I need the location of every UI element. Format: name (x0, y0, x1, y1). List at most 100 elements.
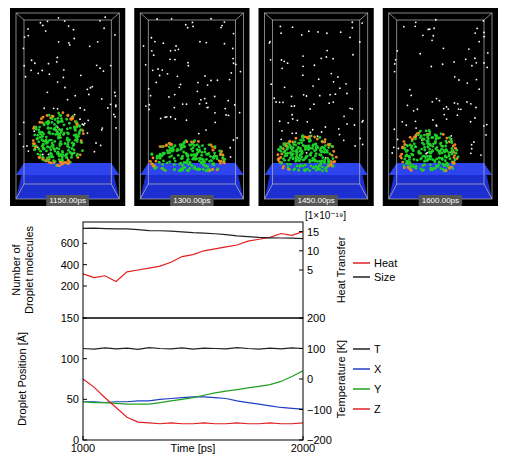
droplet-molecule (210, 160, 213, 163)
vapor-molecule (359, 137, 361, 139)
droplet-molecule (80, 129, 83, 132)
droplet-molecule (42, 156, 45, 159)
legend-swatch (353, 348, 370, 350)
droplet-molecule (38, 126, 41, 129)
droplet-molecule (308, 135, 311, 138)
vapor-molecule (162, 42, 164, 44)
droplet-molecule (422, 137, 425, 140)
droplet-molecule (302, 159, 305, 162)
droplet-molecule (38, 156, 41, 159)
droplet-molecule (436, 149, 439, 152)
vapor-molecule (234, 104, 236, 106)
vapor-molecule (230, 156, 232, 158)
droplet-molecule (287, 159, 290, 162)
vapor-molecule (182, 103, 184, 105)
droplet-molecule (302, 164, 305, 167)
vapor-molecule (56, 61, 58, 63)
box-edge (140, 13, 148, 20)
vapor-molecule (282, 101, 284, 103)
vapor-molecule (351, 27, 353, 29)
droplet-molecule (444, 159, 447, 162)
vapor-molecule (114, 92, 116, 94)
droplet-molecule (278, 160, 281, 163)
vapor-molecule (284, 86, 286, 88)
droplet-molecule (42, 133, 45, 136)
snapshot-bg (383, 8, 498, 206)
droplet-molecule (67, 140, 70, 143)
droplet-molecule (180, 143, 183, 146)
vapor-molecule (87, 119, 89, 121)
droplet-molecule (73, 148, 76, 151)
vapor-molecule (333, 81, 335, 83)
droplet-molecule (46, 141, 49, 144)
vapor-molecule (483, 32, 485, 34)
vapor-molecule (204, 75, 206, 77)
droplet-molecule (289, 146, 292, 149)
vapor-molecule (275, 101, 277, 103)
vapor-molecule (414, 25, 416, 27)
droplet-molecule (190, 164, 193, 167)
vapor-molecule (280, 138, 282, 140)
droplet-molecule (310, 165, 313, 168)
droplet-molecule (37, 140, 40, 143)
box-edge (140, 184, 148, 199)
droplet-molecule (438, 161, 441, 164)
vapor-molecule (206, 102, 208, 104)
droplet-molecule (403, 165, 406, 168)
vapor-molecule (107, 107, 109, 109)
vapor-molecule (474, 117, 476, 119)
droplet-molecule (302, 144, 305, 147)
droplet-molecule (280, 147, 283, 150)
droplet-molecule (57, 121, 60, 124)
droplet-molecule (45, 136, 48, 139)
vapor-molecule (198, 133, 200, 135)
droplet-molecule (449, 139, 452, 142)
vapor-molecule (435, 19, 437, 21)
vapor-molecule (229, 79, 231, 81)
droplet-molecule (42, 147, 45, 150)
droplet-molecule (318, 160, 321, 163)
droplet-molecule (312, 157, 315, 160)
vapor-molecule (145, 64, 147, 66)
droplet-molecule (41, 135, 44, 138)
vapor-molecule (417, 108, 419, 110)
droplet-molecule (66, 131, 69, 134)
droplet-molecule (332, 150, 335, 153)
vapor-molecule (454, 76, 456, 78)
droplet-molecule (284, 150, 287, 153)
box-edge (140, 13, 243, 199)
droplet-molecule (42, 147, 45, 150)
droplet-molecule (216, 157, 219, 160)
droplet-molecule (75, 121, 78, 124)
droplet-molecule (58, 137, 61, 140)
droplet-molecule (50, 139, 53, 142)
droplet-molecule (74, 139, 77, 142)
droplet-molecule (150, 153, 153, 156)
droplet-molecule (55, 125, 58, 128)
droplet-molecule (219, 162, 222, 165)
vapor-molecule (431, 39, 433, 41)
droplet-molecule (173, 163, 176, 166)
droplet-molecule (211, 156, 214, 159)
vapor-molecule (346, 123, 348, 125)
droplet-molecule (442, 133, 445, 136)
vapor-molecule (409, 89, 411, 91)
droplet-molecule (295, 137, 298, 140)
vapor-molecule (235, 64, 237, 66)
droplet-molecule (193, 167, 196, 170)
vapor-molecule (310, 132, 312, 134)
vapor-molecule (233, 139, 235, 141)
droplet-molecule (310, 151, 313, 154)
box-edge (16, 13, 119, 199)
vapor-molecule (483, 20, 485, 22)
vapor-molecule (470, 152, 472, 154)
y2-tick (299, 231, 303, 232)
droplet-molecule (326, 151, 329, 154)
droplet-molecule (411, 164, 414, 167)
droplet-molecule (222, 161, 225, 164)
droplet-molecule (453, 143, 456, 146)
droplet-molecule (454, 158, 457, 161)
droplet-molecule (403, 143, 406, 146)
droplet-molecule (299, 153, 302, 156)
droplet-molecule (219, 153, 222, 156)
